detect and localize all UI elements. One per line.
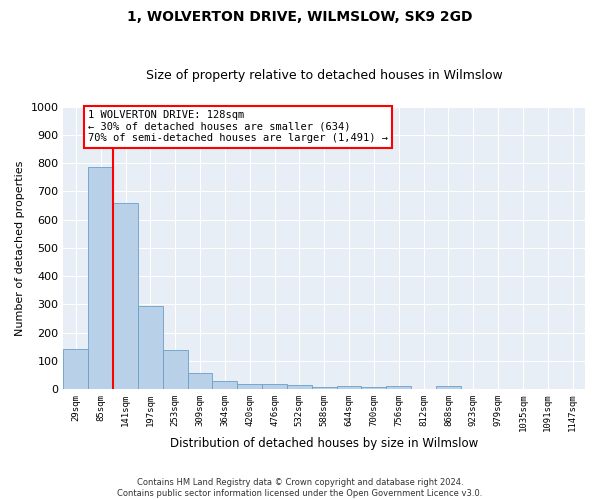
Text: 1 WOLVERTON DRIVE: 128sqm
← 30% of detached houses are smaller (634)
70% of semi: 1 WOLVERTON DRIVE: 128sqm ← 30% of detac… [88,110,388,144]
Text: 1, WOLVERTON DRIVE, WILMSLOW, SK9 2GD: 1, WOLVERTON DRIVE, WILMSLOW, SK9 2GD [127,10,473,24]
Bar [138,306,163,389]
Bar [361,386,386,389]
Bar [163,350,188,389]
Bar [64,348,88,389]
Bar [386,386,411,389]
Bar [188,374,212,389]
Y-axis label: Number of detached properties: Number of detached properties [15,160,25,336]
Bar [287,386,312,389]
Bar [88,168,113,389]
Bar [312,386,337,389]
Bar [237,384,262,389]
Bar [212,381,237,389]
Bar [113,202,138,389]
Bar [337,386,361,389]
Bar [262,384,287,389]
Bar [436,386,461,389]
Title: Size of property relative to detached houses in Wilmslow: Size of property relative to detached ho… [146,69,503,82]
Text: Contains HM Land Registry data © Crown copyright and database right 2024.
Contai: Contains HM Land Registry data © Crown c… [118,478,482,498]
X-axis label: Distribution of detached houses by size in Wilmslow: Distribution of detached houses by size … [170,437,478,450]
